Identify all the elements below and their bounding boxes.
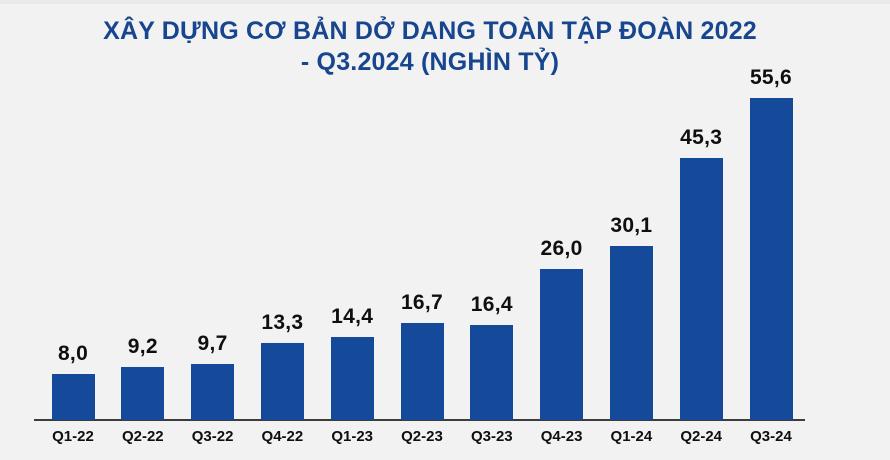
- x-tick-label: Q2-24: [680, 428, 723, 445]
- x-tick-label: Q1-24: [610, 428, 653, 445]
- bar-value-label: 14,4: [331, 305, 374, 328]
- bar-value-label: 16,7: [400, 291, 444, 314]
- bar: [191, 364, 235, 420]
- bar-value-label: 9,2: [127, 335, 158, 358]
- bar: [400, 323, 444, 420]
- x-tick-label: Q2-23: [401, 428, 443, 445]
- bar: [609, 246, 653, 420]
- bar: [749, 98, 793, 420]
- bar: [260, 343, 304, 420]
- x-tick-label: Q4-22: [261, 428, 304, 445]
- top-strip: [0, 0, 890, 4]
- x-axis-line: [34, 419, 805, 421]
- bar: [51, 374, 95, 420]
- bar-value-label: 26,0: [540, 237, 583, 260]
- bar: [121, 367, 165, 420]
- bar: [470, 325, 514, 420]
- chart-title: XÂY DỰNG CƠ BẢN DỞ DANG TOÀN TẬP ĐOÀN 20…: [0, 16, 860, 78]
- x-tick-label: Q3-24: [750, 428, 792, 445]
- bar-value-label: 45,3: [680, 126, 723, 149]
- bar: [330, 337, 374, 420]
- bar-value-label: 16,4: [470, 293, 513, 316]
- x-tick-label: Q4-23: [540, 428, 583, 445]
- x-tick-label: Q3-23: [470, 428, 513, 445]
- bar-value-label: 8,0: [57, 342, 89, 365]
- x-tick-label: Q3-22: [191, 428, 234, 445]
- chart-title-line-2: - Q3.2024 (NGHÌN TỶ): [300, 48, 560, 76]
- bar: [679, 158, 723, 420]
- x-tick-label: Q1-23: [331, 428, 374, 445]
- chart-title-line-1: XÂY DỰNG CƠ BẢN DỞ DANG TOÀN TẬP ĐOÀN 20…: [103, 17, 757, 45]
- x-tick-label: Q1-22: [52, 428, 94, 445]
- bar-value-label: 30,1: [610, 214, 653, 237]
- x-tick-label: Q2-22: [121, 428, 164, 445]
- bar-value-label: 55,6: [749, 66, 793, 89]
- bar-value-label: 13,3: [261, 311, 304, 334]
- bar: [540, 269, 584, 420]
- bar-value-label: 9,7: [197, 332, 228, 355]
